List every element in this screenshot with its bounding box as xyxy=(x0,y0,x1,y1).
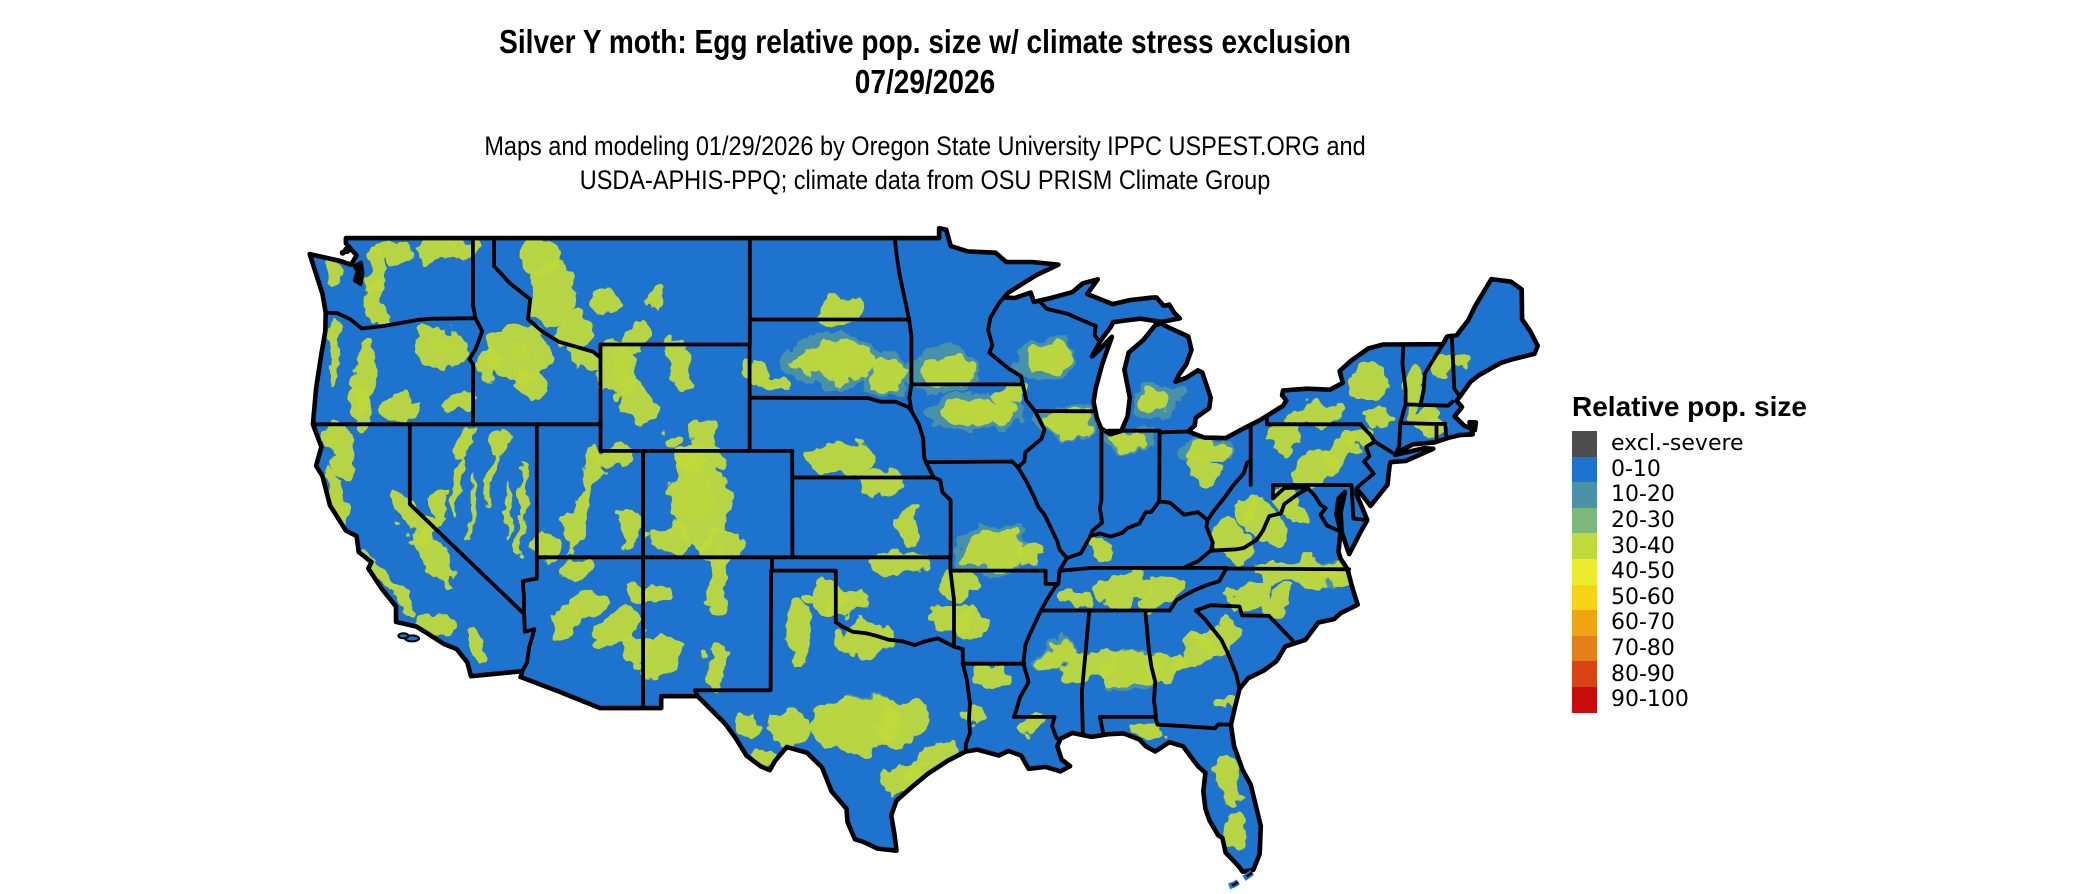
map-subtitle-line1: Maps and modeling 01/29/2026 by Oregon S… xyxy=(484,131,1366,161)
legend-label: 20-30 xyxy=(1611,508,1675,534)
legend-label: 90-100 xyxy=(1611,687,1689,713)
legend-swatch xyxy=(1572,610,1597,636)
map-title-line1: Silver Y moth: Egg relative pop. size w/… xyxy=(499,23,1351,60)
legend-item: 20-30 xyxy=(1572,507,1807,534)
legend-item: 10-20 xyxy=(1572,482,1807,508)
legend-rows: excl.-severe 0-10 10-20 20-30 30-40 40-50 50-6… xyxy=(1572,431,1807,713)
title-block: Silver Y moth: Egg relative pop. size w/… xyxy=(0,22,1850,197)
legend-label: 80-90 xyxy=(1611,661,1675,687)
legend-label: 30-40 xyxy=(1611,533,1675,559)
subtitle-block: Maps and modeling 01/29/2026 by Oregon S… xyxy=(0,129,1850,197)
legend-swatch xyxy=(1572,661,1597,687)
legend-swatch xyxy=(1572,482,1597,508)
legend-label: 70-80 xyxy=(1611,636,1675,662)
legend-swatch xyxy=(1572,456,1597,483)
legend-swatch xyxy=(1572,431,1597,457)
legend-label: 0-10 xyxy=(1611,456,1661,482)
legend-label: 40-50 xyxy=(1611,559,1675,585)
legend-item: 40-50 xyxy=(1572,558,1807,585)
legend-swatch xyxy=(1572,635,1597,662)
legend-item: 30-40 xyxy=(1572,533,1807,559)
legend-item: 80-90 xyxy=(1572,661,1807,687)
us-map xyxy=(298,222,1548,894)
legend-item: 70-80 xyxy=(1572,635,1807,662)
legend-swatch xyxy=(1572,584,1597,611)
legend-swatch xyxy=(1572,533,1597,559)
legend-swatch xyxy=(1572,686,1597,713)
legend-item: 60-70 xyxy=(1572,610,1807,636)
legend-swatch xyxy=(1572,558,1597,585)
legend-title: Relative pop. size xyxy=(1572,391,1807,422)
legend-label: excl.-severe xyxy=(1611,431,1744,457)
legend-item: 50-60 xyxy=(1572,584,1807,611)
legend-label: 10-20 xyxy=(1611,482,1675,508)
legend-item: excl.-severe xyxy=(1572,431,1807,457)
legend-item: 90-100 xyxy=(1572,686,1807,713)
legend-swatch xyxy=(1572,507,1597,534)
legend: Relative pop. size excl.-severe 0-10 10-20… xyxy=(1572,392,1807,713)
map-subtitle-line2: USDA-APHIS-PPQ; climate data from OSU PR… xyxy=(579,165,1271,195)
legend-item: 0-10 xyxy=(1572,456,1807,483)
legend-label: 60-70 xyxy=(1611,610,1675,636)
legend-label: 50-60 xyxy=(1611,584,1675,610)
map-title-date: 07/29/2026 xyxy=(854,63,996,100)
